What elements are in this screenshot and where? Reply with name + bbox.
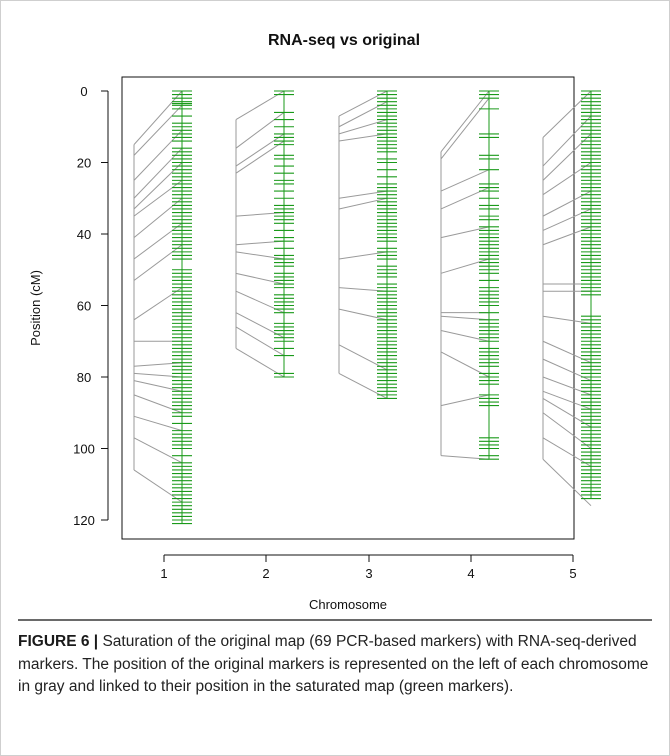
marker-link (338, 251, 388, 260)
marker-link (133, 415, 183, 432)
y-axis-label: Position (cM) (28, 270, 43, 346)
figure-caption-text: Saturation of the original map (69 PCR-b… (18, 633, 649, 695)
marker-link (542, 190, 592, 217)
marker-link (338, 133, 388, 142)
marker-link (133, 394, 183, 414)
marker-link (542, 376, 592, 396)
marker-link (440, 330, 490, 342)
marker-link (440, 97, 490, 160)
marker-link (235, 251, 285, 260)
marker-link (338, 372, 388, 399)
x-axis: 1 2 3 4 5 (160, 554, 577, 581)
marker-link (133, 244, 183, 281)
figure-label: FIGURE 6 | (18, 633, 99, 650)
marker-link (542, 412, 592, 449)
x-tick-label: 2 (262, 566, 269, 581)
y-tick-label: 20 (77, 156, 91, 171)
y-tick-label: 60 (77, 299, 91, 314)
marker-link (235, 212, 285, 217)
y-axis: 0 20 40 60 80 100 120 (73, 84, 109, 528)
chromosome-5 (542, 90, 601, 507)
marker-link (440, 90, 490, 153)
marker-link (235, 326, 285, 356)
marker-link (235, 272, 285, 285)
marker-link (338, 190, 388, 199)
x-axis-label: Chromosome (309, 597, 387, 612)
y-tick-label: 120 (73, 513, 95, 528)
marker-link (235, 240, 285, 246)
marker-link (235, 90, 285, 121)
marker-link (235, 133, 285, 167)
x-tick-label: 3 (365, 566, 372, 581)
chromosome-4 (440, 90, 499, 460)
marker-link (338, 101, 388, 128)
marker-link (542, 90, 592, 138)
chart-title: RNA-seq vs original (268, 32, 420, 49)
x-tick-label: 1 (160, 566, 167, 581)
figure-caption: FIGURE 6 | Saturation of the original ma… (18, 631, 654, 699)
marker-link (133, 380, 183, 392)
y-tick-label: 100 (73, 442, 95, 457)
x-tick-label: 4 (467, 566, 474, 581)
chromosome-1 (133, 90, 192, 525)
marker-link (542, 133, 592, 181)
marker-link (440, 351, 490, 378)
marker-link (235, 312, 285, 339)
marker-link (133, 372, 183, 378)
plot-area-border (121, 76, 575, 540)
marker-link (338, 90, 388, 117)
marker-link (235, 347, 285, 378)
plot-layer (133, 90, 601, 525)
y-tick-label: 80 (77, 370, 91, 385)
marker-link (542, 226, 592, 246)
marker-link (440, 169, 490, 192)
marker-link (235, 140, 285, 174)
marker-link (133, 179, 183, 217)
marker-link (133, 437, 183, 464)
chromosome-2 (235, 90, 294, 378)
marker-link (542, 437, 592, 467)
marker-link (133, 469, 183, 503)
marker-link (235, 112, 285, 149)
marker-link (133, 197, 183, 238)
marker-link (440, 226, 490, 239)
marker-link (542, 458, 592, 507)
marker-link (542, 115, 592, 167)
marker-link (133, 222, 183, 260)
chromosome-3 (338, 90, 397, 400)
marker-link (440, 315, 490, 321)
marker-link (133, 90, 183, 145)
y-tick-label: 40 (77, 227, 91, 242)
marker-link (133, 104, 183, 156)
marker-link (338, 287, 388, 292)
marker-link (338, 308, 388, 321)
marker-link (542, 390, 592, 410)
marker-link (133, 147, 183, 199)
marker-link (133, 362, 183, 367)
y-tick-label: 0 (80, 84, 87, 99)
caption-rule (18, 619, 652, 621)
marker-link (440, 455, 490, 460)
marker-link (338, 197, 388, 210)
marker-link (542, 315, 592, 324)
x-tick-label: 5 (569, 566, 576, 581)
chromosome-map-chart: RNA-seq vs original 0 20 40 60 80 100 120 1 2 3 4… (28, 32, 601, 612)
marker-link (542, 162, 592, 196)
marker-link (542, 398, 592, 428)
marker-link (338, 119, 388, 135)
marker-link (133, 287, 183, 321)
marker-link (133, 129, 183, 181)
marker-link (440, 394, 490, 407)
marker-link (440, 258, 490, 274)
marker-link (338, 344, 388, 371)
marker-link (133, 162, 183, 210)
